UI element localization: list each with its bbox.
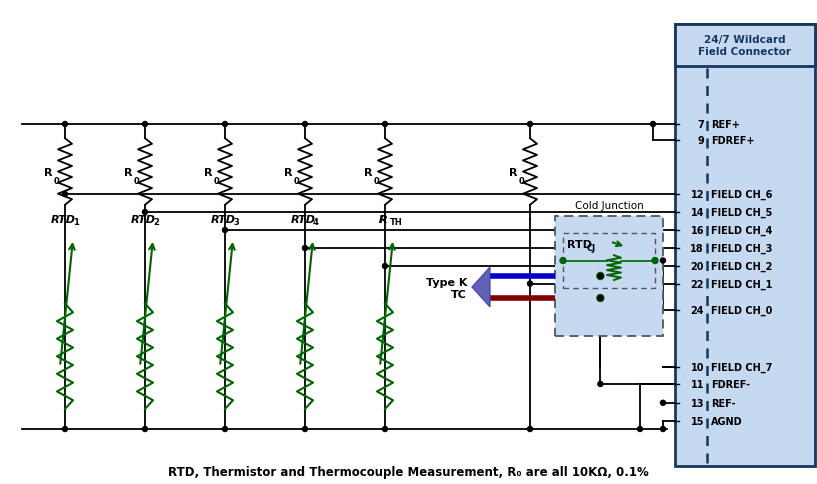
Text: R: R <box>284 167 293 177</box>
Text: REF+: REF+ <box>711 120 740 130</box>
Text: FIELD CH_0: FIELD CH_0 <box>711 305 772 316</box>
Text: RTD, Thermistor and Thermocouple Measurement, R₀ are all 10KΩ, 0.1%: RTD, Thermistor and Thermocouple Measure… <box>168 465 649 478</box>
FancyBboxPatch shape <box>555 216 663 336</box>
Text: FIELD CH_7: FIELD CH_7 <box>711 362 772 372</box>
Circle shape <box>302 426 307 432</box>
Text: 22: 22 <box>690 279 704 289</box>
Text: 2: 2 <box>153 217 158 227</box>
Circle shape <box>528 426 533 432</box>
Text: R: R <box>510 167 518 177</box>
Text: 24/7 Wildcard
Field Connector: 24/7 Wildcard Field Connector <box>699 35 792 57</box>
Circle shape <box>597 295 604 302</box>
Circle shape <box>62 192 68 197</box>
Text: REF-: REF- <box>711 398 735 408</box>
Text: RTD: RTD <box>131 214 155 225</box>
Circle shape <box>598 274 603 279</box>
Text: 20: 20 <box>690 261 704 272</box>
Circle shape <box>660 400 666 406</box>
Text: FIELD CH_3: FIELD CH_3 <box>711 243 772 254</box>
Circle shape <box>302 122 307 127</box>
Bar <box>675 25 815 67</box>
Circle shape <box>598 382 603 387</box>
Circle shape <box>222 122 227 127</box>
Circle shape <box>142 122 148 127</box>
Circle shape <box>650 122 655 127</box>
Polygon shape <box>472 268 490 307</box>
Circle shape <box>62 426 68 432</box>
Text: FIELD CH_1: FIELD CH_1 <box>711 279 772 289</box>
Text: 4: 4 <box>313 217 319 227</box>
Text: 1: 1 <box>73 217 79 227</box>
Circle shape <box>382 426 387 432</box>
Text: CJ: CJ <box>587 243 596 253</box>
Text: 0: 0 <box>53 177 59 186</box>
Text: 0: 0 <box>213 177 219 186</box>
Circle shape <box>382 122 387 127</box>
Circle shape <box>142 210 148 215</box>
Text: FIELD CH_5: FIELD CH_5 <box>711 208 772 218</box>
Text: AGND: AGND <box>711 416 743 426</box>
Circle shape <box>62 122 68 127</box>
Circle shape <box>222 426 227 432</box>
FancyBboxPatch shape <box>675 25 815 466</box>
Text: R: R <box>204 167 213 177</box>
Text: TC: TC <box>451 289 467 300</box>
Circle shape <box>302 246 307 251</box>
Text: RTD: RTD <box>567 240 592 249</box>
Text: 0: 0 <box>518 177 524 186</box>
Text: 0: 0 <box>293 177 299 186</box>
Circle shape <box>142 426 148 432</box>
Text: FDREF-: FDREF- <box>711 379 750 389</box>
Text: RTD: RTD <box>211 214 235 225</box>
Text: FDREF+: FDREF+ <box>711 136 755 146</box>
Text: FIELD CH_2: FIELD CH_2 <box>711 261 772 272</box>
Circle shape <box>660 258 666 263</box>
Text: FIELD CH_6: FIELD CH_6 <box>711 189 772 200</box>
Text: 10: 10 <box>690 362 704 372</box>
Text: 14: 14 <box>690 208 704 217</box>
Circle shape <box>652 258 658 264</box>
Text: 0: 0 <box>133 177 139 186</box>
Text: R: R <box>379 214 387 225</box>
Text: R: R <box>124 167 133 177</box>
FancyBboxPatch shape <box>563 233 655 288</box>
Text: Type K: Type K <box>426 277 467 287</box>
Text: RTD: RTD <box>51 214 75 225</box>
Text: 9: 9 <box>697 136 704 146</box>
Text: RTD: RTD <box>291 214 315 225</box>
Circle shape <box>637 426 642 432</box>
Text: R: R <box>364 167 373 177</box>
Text: 11: 11 <box>690 379 704 389</box>
Text: R: R <box>379 214 387 225</box>
Circle shape <box>382 264 387 269</box>
Text: 16: 16 <box>690 226 704 236</box>
Text: FIELD CH_4: FIELD CH_4 <box>711 226 772 236</box>
Circle shape <box>597 273 604 280</box>
Text: 13: 13 <box>690 398 704 408</box>
Text: 15: 15 <box>690 416 704 426</box>
Text: 7: 7 <box>697 120 704 130</box>
Circle shape <box>528 282 533 287</box>
Text: 0: 0 <box>373 177 379 186</box>
Text: 24: 24 <box>690 305 704 316</box>
Text: 12: 12 <box>690 190 704 199</box>
Circle shape <box>560 258 566 264</box>
Text: R: R <box>44 167 53 177</box>
Text: 3: 3 <box>233 217 239 227</box>
Text: 18: 18 <box>690 243 704 254</box>
Circle shape <box>222 228 227 233</box>
Text: TH: TH <box>390 217 403 227</box>
Circle shape <box>528 122 533 127</box>
Text: Cold Junction: Cold Junction <box>574 200 643 211</box>
Circle shape <box>660 426 666 432</box>
Circle shape <box>598 296 603 301</box>
